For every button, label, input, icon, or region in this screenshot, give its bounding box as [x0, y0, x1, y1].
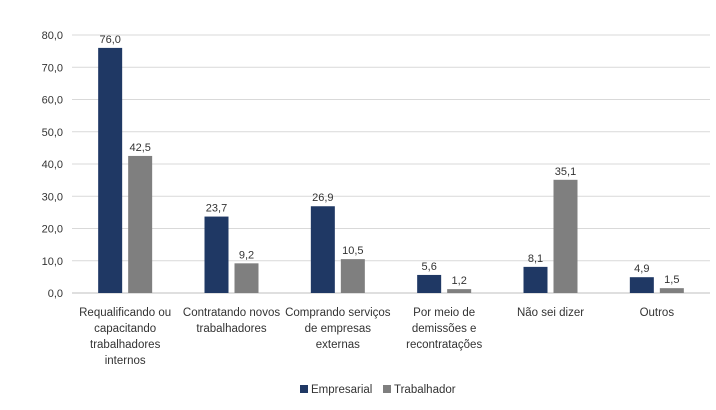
x-category-label-line: Contratando novos: [183, 307, 280, 319]
bar-trabalhador: [553, 179, 578, 293]
y-tick-label: 70,0: [42, 62, 63, 74]
data-label: 42,5: [129, 142, 150, 154]
bar-empresarial: [310, 206, 335, 293]
y-tick-label: 10,0: [42, 256, 63, 268]
x-category-label-line: externas: [316, 339, 360, 351]
data-label: 8,1: [528, 253, 543, 265]
data-label: 10,5: [342, 245, 363, 257]
legend-swatch-empresarial: [300, 385, 308, 393]
x-category-label-line: Outros: [640, 307, 675, 319]
data-label: 26,9: [312, 192, 333, 204]
x-category-label-line: Requalificando ou: [79, 307, 171, 319]
data-label: 4,9: [634, 263, 649, 275]
x-category-label-line: Por meio de: [413, 307, 475, 319]
x-category-label-line: recontratações: [406, 339, 482, 351]
x-category-label: Não sei dizer: [517, 307, 584, 319]
x-category-label-line: trabalhadores: [90, 339, 161, 351]
x-category-label: Requalificando ou capacitando trabalhadore…: [79, 307, 171, 367]
x-category-label-line: de empresas: [305, 323, 372, 335]
y-tick-label: 50,0: [42, 127, 63, 139]
data-label: 9,2: [239, 249, 254, 261]
data-label: 23,7: [206, 203, 227, 215]
y-tick-label: 80,0: [42, 30, 63, 42]
x-category-label: Comprando serviços de empresas externas: [285, 307, 391, 351]
x-category-label-line: capacitando: [94, 323, 156, 335]
bar-trabalhador: [234, 263, 259, 293]
x-category-label: Contratando novos trabalhadores: [183, 307, 280, 335]
bar-empresarial: [98, 47, 123, 294]
data-label: 1,2: [452, 275, 467, 287]
bar-trabalhador: [447, 289, 472, 293]
bars: [98, 47, 684, 294]
data-labels: 76,0 42,5 23,7 9,2 26,9 10,5 5,6 1,2 8,1 35,1 4,9 1…: [99, 34, 679, 287]
data-label: 5,6: [422, 261, 437, 273]
data-label: 35,1: [555, 166, 576, 178]
gridlines: [72, 34, 710, 294]
x-category-label: Por meio de demissões e recontratações: [406, 307, 482, 351]
legend-label: Empresarial: [311, 384, 372, 396]
x-category-label-line: internos: [105, 355, 146, 367]
x-category-label-line: Comprando serviços: [285, 307, 391, 319]
bar-empresarial: [417, 274, 442, 293]
x-axis: Requalificando ou capacitando trabalhadore…: [79, 307, 674, 367]
x-category-label-line: demissões e: [412, 323, 477, 335]
y-tick-label: 60,0: [42, 95, 63, 107]
x-category-label: Outros: [640, 307, 675, 319]
data-label: 1,5: [664, 274, 679, 286]
y-tick-label: 20,0: [42, 224, 63, 236]
legend: Empresarial Trabalhador: [300, 384, 456, 396]
y-tick-label: 30,0: [42, 191, 63, 203]
y-tick-label: 40,0: [42, 159, 63, 171]
legend-label: Trabalhador: [394, 384, 456, 396]
bar-trabalhador: [128, 155, 153, 293]
x-category-label-line: trabalhadores: [196, 323, 267, 335]
y-axis: 0,0 10,0 20,0 30,0 40,0 50,0 60,0 70,0 80,0: [42, 30, 63, 300]
bar-trabalhador: [340, 259, 365, 293]
data-label: 76,0: [99, 34, 120, 46]
legend-swatch-trabalhador: [383, 385, 391, 393]
bar-empresarial: [204, 216, 229, 293]
x-category-label-line: Não sei dizer: [517, 307, 584, 319]
bar-empresarial: [523, 266, 548, 293]
bar-empresarial: [629, 277, 654, 293]
bar-trabalhador: [659, 288, 684, 293]
y-tick-label: 0,0: [48, 288, 63, 300]
